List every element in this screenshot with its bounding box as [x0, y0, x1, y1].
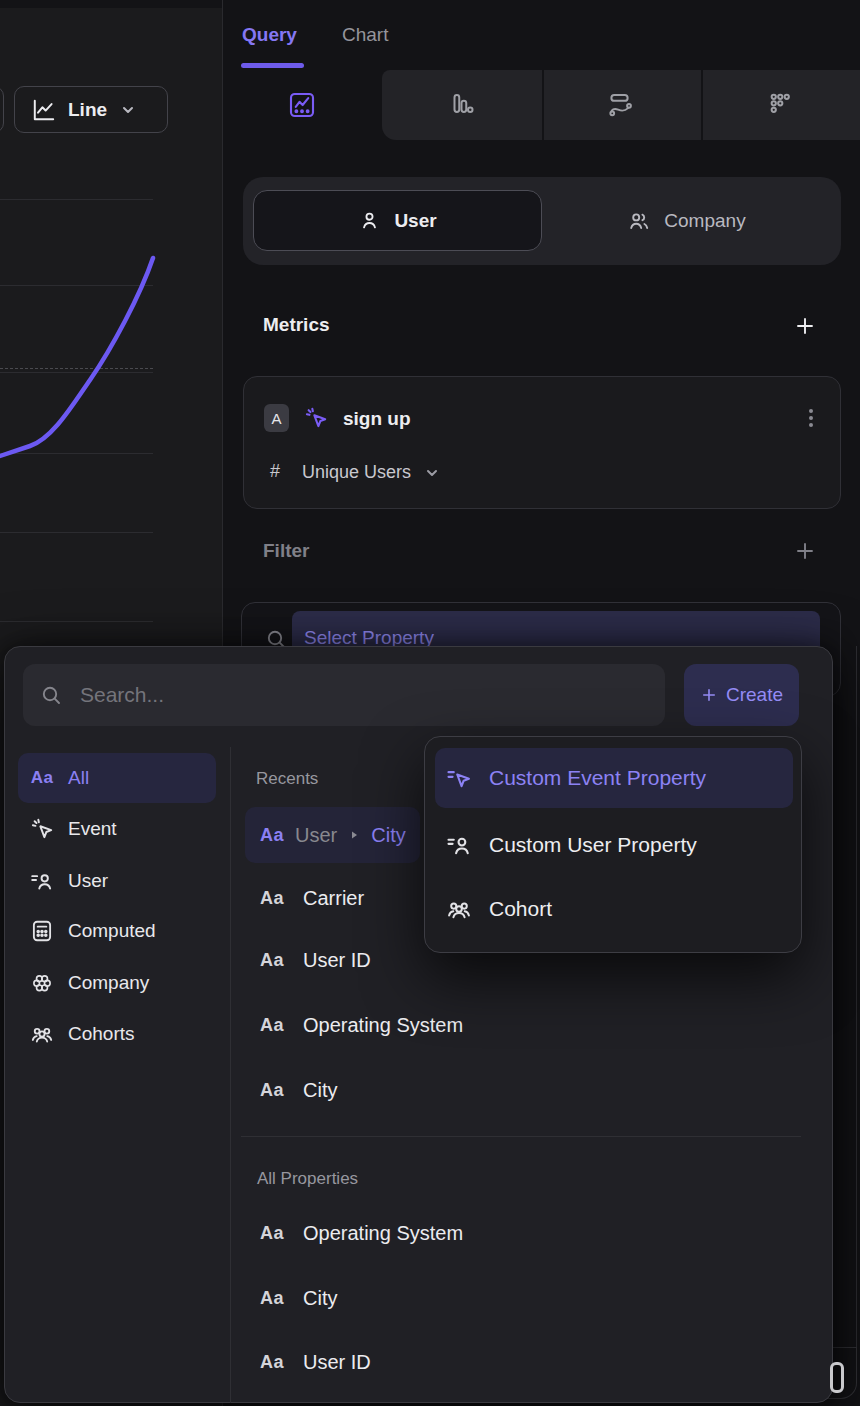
funnel-tab-icon[interactable] [447, 90, 477, 120]
category-label: Event [68, 818, 117, 840]
list-divider [241, 1136, 801, 1137]
property-label: City [303, 1079, 337, 1102]
underlying-panel-edge [856, 646, 857, 1347]
clipped-element-fragment [830, 1362, 844, 1393]
chevron-down-icon [424, 465, 440, 481]
active-tab-underline [241, 63, 304, 68]
aa-icon: Aa [29, 765, 55, 791]
filter-section-title: Filter [263, 540, 309, 562]
search-placeholder: Search... [80, 683, 164, 707]
category-computed[interactable]: Computed [18, 906, 216, 956]
recents-title: Recents [256, 769, 318, 789]
aa-icon: Aa [260, 825, 284, 846]
user-icon [358, 209, 381, 232]
custom-user-property-icon [445, 831, 473, 859]
category-event[interactable]: Event [18, 804, 216, 854]
property-row[interactable]: Aa Operating System [245, 1205, 675, 1261]
computed-icon [29, 918, 55, 944]
viz-tab-divider [701, 70, 703, 140]
tab-query[interactable]: Query [242, 24, 297, 46]
visualization-type-tabs [223, 70, 860, 140]
property-row[interactable]: Aa City [245, 1270, 675, 1326]
metric-options-kebab[interactable] [805, 406, 817, 430]
create-menu-popover: Custom Event Property Custom User Proper… [424, 736, 802, 953]
cohorts-icon [29, 1021, 55, 1047]
property-picker-modal: Search... Create Aa All Event User Compu… [4, 646, 833, 1403]
tab-chart[interactable]: Chart [342, 24, 388, 46]
user-property-icon [29, 868, 55, 894]
create-item-label: Cohort [489, 897, 552, 921]
add-metric-button[interactable] [793, 314, 817, 338]
aa-icon: Aa [260, 1080, 284, 1101]
all-properties-title: All Properties [257, 1169, 358, 1189]
search-icon [39, 683, 63, 707]
property-row[interactable]: Aa Operating System [245, 997, 675, 1053]
company-cluster-icon [29, 970, 55, 996]
add-filter-button[interactable] [793, 539, 817, 563]
scope-user-label: User [394, 210, 436, 232]
event-icon [303, 405, 329, 431]
property-row[interactable]: Aa City [245, 1062, 675, 1118]
scope-company-label: Company [664, 210, 745, 232]
category-cohorts[interactable]: Cohorts [18, 1009, 216, 1059]
property-label: User ID [303, 949, 371, 972]
property-row[interactable]: Aa User ID [245, 1334, 675, 1390]
category-label: User [68, 870, 108, 892]
property-search-input[interactable]: Search... [23, 664, 665, 726]
create-item-label: Custom User Property [489, 833, 697, 857]
viz-tab-divider [542, 70, 544, 140]
property-label: User ID [303, 1351, 371, 1374]
flow-tab-icon[interactable] [607, 90, 637, 120]
create-item-label: Custom Event Property [489, 766, 706, 790]
category-all[interactable]: Aa All [18, 753, 216, 803]
retention-tab-icon[interactable] [766, 90, 796, 120]
metrics-section-title: Metrics [263, 314, 330, 336]
category-company[interactable]: Company [18, 958, 216, 1008]
property-label: Carrier [303, 887, 364, 910]
aa-icon: Aa [260, 1288, 284, 1309]
aa-icon: Aa [260, 888, 284, 909]
cohort-icon [445, 895, 473, 923]
create-cohort[interactable]: Cohort [435, 879, 793, 939]
create-label: Create [726, 684, 783, 706]
create-button[interactable]: Create [684, 664, 799, 726]
number-sign: # [270, 461, 280, 482]
property-label: Operating System [303, 1222, 463, 1245]
aa-icon: Aa [260, 1015, 284, 1036]
metric-aggregation[interactable]: Unique Users [302, 462, 411, 483]
aa-icon: Aa [260, 1223, 284, 1244]
property-label: Operating System [303, 1014, 463, 1037]
recent-property-selected[interactable]: Aa User City [245, 807, 420, 863]
category-label: Company [68, 972, 149, 994]
category-label: All [68, 767, 89, 789]
recent-child: City [371, 824, 405, 847]
metric-card[interactable]: A sign up # Unique Users [243, 376, 841, 509]
scope-option-company[interactable]: Company [542, 190, 831, 251]
metric-event-name: sign up [343, 408, 411, 430]
category-label: Cohorts [68, 1023, 135, 1045]
recent-parent: User [295, 824, 337, 847]
create-custom-event-property[interactable]: Custom Event Property [435, 748, 793, 808]
custom-event-property-icon [445, 764, 473, 792]
category-user[interactable]: User [18, 856, 216, 906]
aa-icon: Aa [260, 950, 284, 971]
scope-option-user[interactable]: User [253, 190, 542, 251]
metric-letter-badge: A [264, 404, 289, 432]
scope-toggle: User Company [243, 177, 841, 265]
modal-column-divider [230, 747, 231, 1403]
create-custom-user-property[interactable]: Custom User Property [435, 815, 793, 875]
company-users-icon [627, 209, 651, 233]
category-label: Computed [68, 920, 156, 942]
event-icon [29, 816, 55, 842]
insights-tab-icon[interactable] [287, 90, 317, 120]
property-label: City [303, 1287, 337, 1310]
aa-icon: Aa [260, 1352, 284, 1373]
caret-right-icon [348, 829, 360, 841]
line-chart-series [0, 8, 222, 646]
